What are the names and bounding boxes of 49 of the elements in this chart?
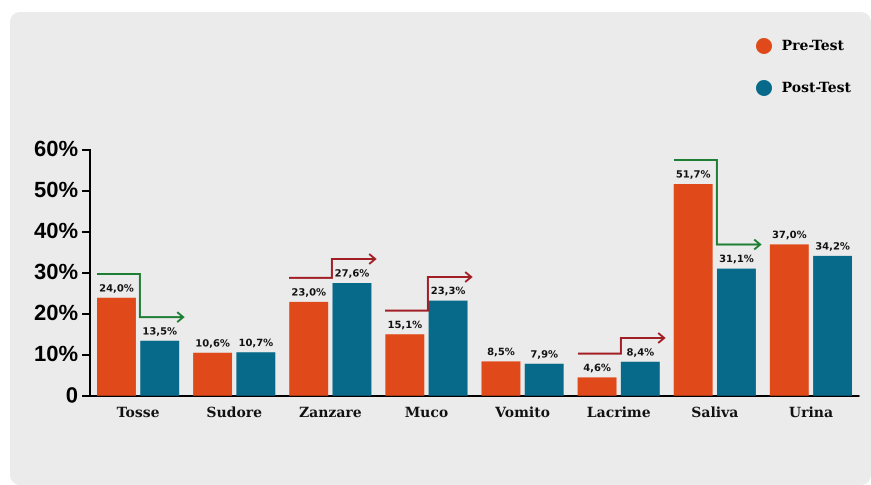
bar <box>193 352 232 396</box>
y-tick-label: 30% <box>34 259 78 284</box>
data-label: 23,3% <box>430 286 466 298</box>
bar <box>770 244 809 396</box>
data-label: 4,6% <box>583 362 611 374</box>
data-label: 8,5% <box>487 346 515 358</box>
bar <box>578 377 617 396</box>
data-label: 15,1% <box>387 320 422 331</box>
bar <box>813 256 852 396</box>
y-tick-label: 40% <box>34 218 78 244</box>
legend-label: Pre-Test <box>782 38 844 54</box>
bar <box>97 298 136 396</box>
legend-label: Post-Test <box>782 80 851 96</box>
bar <box>428 300 468 396</box>
bar <box>332 282 372 396</box>
x-tick-label: Zanzare <box>298 405 362 422</box>
x-tick-label: Sudore <box>206 405 262 422</box>
bar <box>674 184 713 396</box>
x-tick-label: Urina <box>788 405 834 422</box>
x-tick-label: Tosse <box>116 405 160 422</box>
data-label: 31,1% <box>719 254 754 266</box>
y-tick-label: 20% <box>34 300 78 326</box>
y-tick-label: 0 <box>66 382 78 408</box>
y-tick-label: 10% <box>34 341 78 366</box>
bar <box>716 268 756 396</box>
bar <box>524 364 564 396</box>
x-tick-label: Lacrime <box>586 405 651 422</box>
bar <box>620 362 660 396</box>
data-label: 13,5% <box>142 326 178 338</box>
data-label: 10,6% <box>195 338 230 350</box>
bar <box>140 340 180 396</box>
bar <box>236 352 276 396</box>
data-label: 23,0% <box>291 287 326 298</box>
data-label: 27,6% <box>334 268 370 280</box>
bar <box>481 361 520 396</box>
x-tick-label: Muco <box>404 405 448 422</box>
x-tick-label: Vomito <box>494 405 550 422</box>
data-label: 7,9% <box>530 349 558 360</box>
y-tick-label: 50% <box>34 177 78 202</box>
data-label: 8,4% <box>626 347 654 358</box>
x-tick-label: Saliva <box>691 405 738 422</box>
data-label: 37,0% <box>772 230 807 241</box>
data-label: 34,2% <box>815 241 850 252</box>
data-label: 51,7% <box>676 170 711 181</box>
data-label: 24,0% <box>99 283 134 294</box>
data-label: 10,7% <box>238 338 274 349</box>
bar <box>289 302 328 396</box>
bar <box>385 334 424 396</box>
y-tick-label: 60% <box>34 136 78 162</box>
